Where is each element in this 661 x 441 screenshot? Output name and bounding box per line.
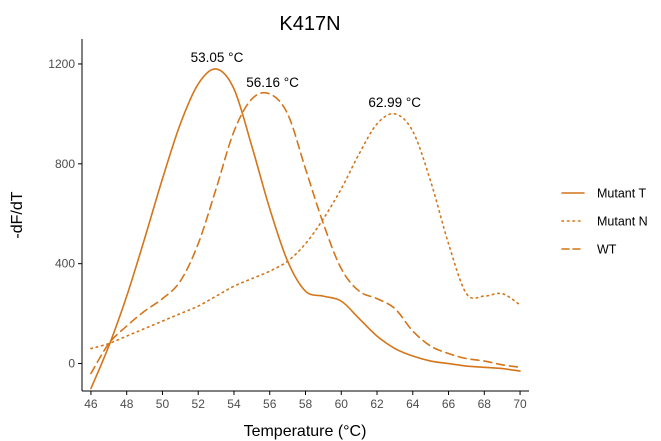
y-axis-title: -dF/dT — [9, 191, 26, 238]
x-tick-label: 48 — [120, 397, 134, 411]
peak-annotations: 53.05 °C56.16 °C 62.99 °C — [191, 50, 422, 110]
x-tick-label: 52 — [192, 397, 206, 411]
x-tick-label: 68 — [478, 397, 492, 411]
peak-label: 62.99 °C — [368, 95, 421, 110]
x-tick-label: 62 — [370, 397, 384, 411]
y-tick-label: 800 — [55, 157, 75, 171]
x-axis-title: Temperature (°C) — [244, 423, 367, 440]
axes — [81, 39, 529, 392]
series-line-mutant-t — [90, 68, 521, 390]
x-tick-label: 70 — [513, 397, 527, 411]
y-tick-label: 0 — [68, 357, 75, 371]
plot-lines — [90, 68, 521, 390]
x-tick-label: 66 — [442, 397, 456, 411]
y-ticks: 0 400 800 1200 — [48, 57, 82, 371]
y-tick-label: 400 — [55, 257, 75, 271]
legend-label: Mutant N — [597, 215, 648, 229]
y-tick-label: 1200 — [48, 57, 75, 71]
legend: Mutant T Mutant N WT — [561, 187, 648, 257]
series-line-mutant-n — [90, 112, 521, 350]
x-ticks: 46 48 50 52 54 56 58 60 62 64 66 68 70 — [84, 391, 527, 411]
x-tick-label: 60 — [335, 397, 349, 411]
peak-label: 53.05 °C — [191, 50, 244, 65]
chart-title: K417N — [279, 13, 340, 35]
x-tick-label: 54 — [227, 397, 241, 411]
x-tick-label: 56 — [263, 397, 277, 411]
x-tick-label: 50 — [156, 397, 170, 411]
x-tick-label: 64 — [406, 397, 420, 411]
legend-label: Mutant T — [597, 187, 646, 201]
x-tick-label: 46 — [84, 397, 98, 411]
peak-label: 56.16 °C — [246, 75, 299, 90]
legend-label: WT — [597, 243, 617, 257]
series-line-wt — [90, 91, 521, 375]
x-tick-label: 58 — [299, 397, 313, 411]
